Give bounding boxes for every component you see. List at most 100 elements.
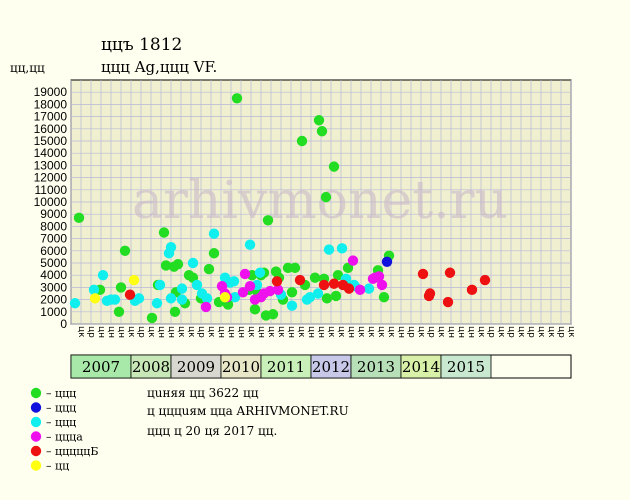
legend-label: – ццц	[46, 387, 76, 400]
y-tick-label: 18000	[34, 97, 68, 111]
x-category-label: цр	[526, 326, 536, 338]
x-category-label: цн	[216, 326, 226, 338]
data-point	[272, 284, 284, 296]
x-category-label: цк	[566, 326, 576, 338]
data-points	[69, 93, 491, 324]
data-point	[128, 274, 140, 286]
y-tick-label: 12000	[34, 171, 68, 185]
data-point	[119, 245, 131, 256]
data-point	[424, 288, 436, 299]
y-tick-label: 1000	[40, 305, 67, 319]
x-category-label: цк	[276, 326, 286, 338]
data-point	[200, 301, 212, 313]
x-category-label: цк	[536, 326, 546, 338]
chart-title: ццъ 1812	[101, 35, 182, 55]
data-point	[203, 263, 215, 275]
data-point	[294, 274, 306, 286]
data-point	[321, 293, 333, 304]
data-point	[323, 244, 335, 255]
x-category-label: цн	[396, 326, 406, 338]
y-tick-label: 11000	[35, 183, 68, 197]
data-point	[286, 300, 298, 311]
data-point	[417, 268, 429, 280]
data-point	[244, 239, 256, 250]
x-category-label: цк	[176, 326, 186, 338]
x-category-label: цк	[366, 326, 376, 338]
data-point	[442, 296, 454, 308]
data-point	[229, 291, 241, 303]
data-point	[88, 284, 100, 296]
y-tick-label: 17000	[34, 110, 68, 124]
x-category-label: цр	[556, 326, 566, 338]
x-category-label: цн	[96, 326, 106, 338]
year-label: 2013	[357, 358, 395, 376]
year-label: 2007	[82, 358, 120, 376]
x-category-label: цн	[166, 326, 176, 338]
legend-marker	[30, 445, 42, 457]
data-point	[208, 248, 220, 259]
legend-marker	[30, 460, 42, 471]
data-point	[318, 279, 330, 291]
data-point	[244, 280, 256, 292]
year-band: 2007 2008 2009 2010 2011 2012 2013 2014 2015	[70, 354, 572, 379]
x-category-label: цн	[226, 326, 236, 338]
data-point	[444, 267, 456, 278]
data-point	[267, 309, 279, 320]
data-point	[231, 93, 243, 104]
x-axis-categories: цк цр цн цн цн цк цр цк цн цн цк цк цр цк цн цн цн цк цн цк…	[76, 326, 576, 338]
data-point	[286, 287, 298, 298]
legend-marker	[30, 431, 42, 442]
data-point	[381, 256, 393, 267]
y-tick-label: 0	[60, 317, 67, 331]
year-label: 2010	[222, 358, 260, 376]
chart-subtitle: ццц Ag,ццц VF.	[101, 58, 217, 76]
data-point	[363, 283, 375, 294]
data-point	[239, 268, 251, 280]
data-point	[146, 312, 158, 324]
x-category-label: цн	[466, 326, 476, 338]
data-point	[89, 293, 101, 304]
y-tick-label: 7000	[40, 232, 67, 246]
data-point	[160, 260, 172, 271]
legend-marker	[30, 416, 42, 428]
year-label: 2014	[402, 358, 440, 376]
x-category-label: цк	[146, 326, 156, 338]
data-point	[158, 227, 170, 238]
x-category-label: цк	[326, 326, 336, 338]
data-point	[176, 283, 188, 294]
note-line-3: ццц ц 20 ця 2017 цц.	[147, 424, 277, 438]
legend: – ццц– ццц– ццц– ццца– цццццБ– цц	[30, 387, 98, 473]
data-point	[328, 278, 340, 289]
data-point	[254, 267, 266, 278]
y-tick-label: 19000	[34, 85, 68, 99]
legend-label: – ццца	[46, 431, 83, 444]
y-tick-label: 13000	[34, 158, 68, 172]
data-point	[219, 291, 231, 303]
watermark: arhivmonet.ru	[132, 171, 508, 231]
x-category-label: цк	[516, 326, 526, 338]
data-point	[165, 293, 177, 304]
y-tick-label: 10000	[34, 195, 68, 209]
x-category-label: цн	[286, 326, 296, 338]
x-category-label: цн	[236, 326, 246, 338]
data-point	[133, 293, 145, 304]
data-point	[304, 291, 316, 303]
data-point	[124, 289, 136, 300]
x-category-label: цр	[506, 326, 516, 338]
y-tick-label: 4000	[40, 268, 67, 282]
y-axis-unit: цц,цц	[10, 61, 45, 75]
data-point	[172, 259, 184, 270]
data-point	[228, 276, 240, 287]
legend-marker	[30, 402, 42, 413]
data-point	[165, 241, 177, 253]
x-category-label: цк	[546, 326, 556, 338]
legend-label: – цц	[46, 460, 69, 473]
y-tick-label: 8000	[40, 219, 67, 233]
y-tick-label: 5000	[40, 256, 67, 270]
x-category-label: цк	[266, 326, 276, 338]
data-point	[109, 294, 121, 305]
data-point	[376, 279, 388, 291]
data-point	[336, 243, 348, 254]
y-tick-label: 14000	[34, 146, 68, 160]
data-point	[343, 283, 355, 294]
